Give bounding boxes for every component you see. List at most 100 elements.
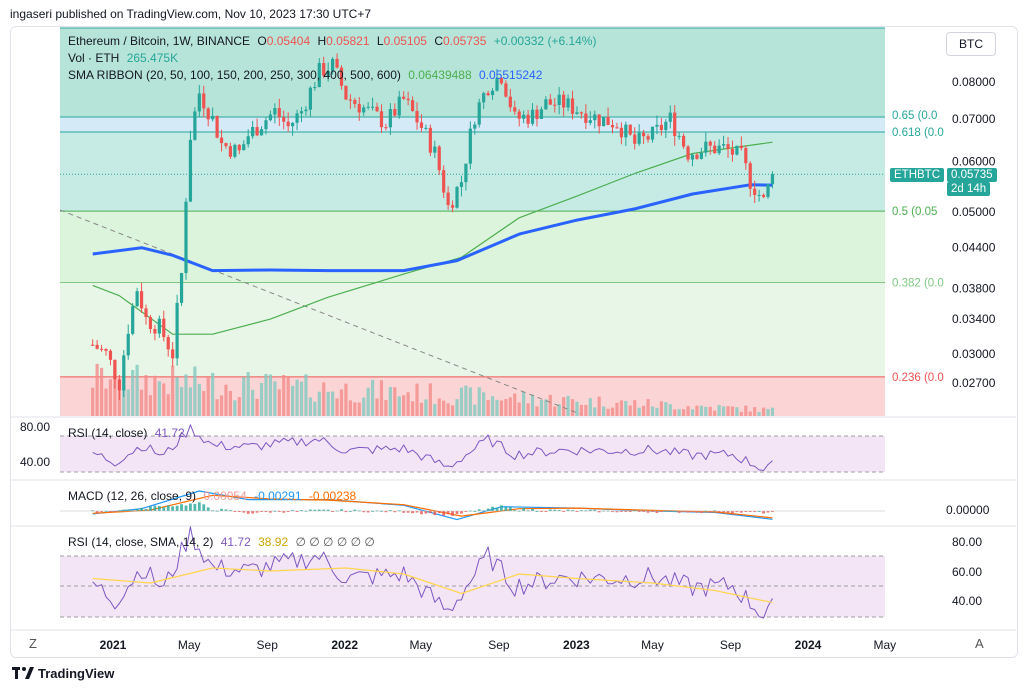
candle: [242, 144, 246, 151]
volume-bar: [633, 400, 637, 416]
sma-label[interactable]: SMA RIBBON (20, 50, 100, 150, 200, 250, …: [68, 68, 401, 82]
macd-histogram-bar: [580, 510, 583, 512]
volume-bar: [522, 391, 526, 416]
macd-histogram-bar: [109, 511, 112, 512]
candle: [593, 114, 597, 121]
volume-bar: [233, 400, 237, 416]
volume-bar: [313, 401, 317, 416]
price-tick: 0.08000: [952, 75, 996, 89]
macd-signal-value: -0.00238: [308, 489, 357, 503]
candle: [135, 291, 139, 307]
macd-histogram-bar: [362, 511, 366, 513]
macd-histogram-bar: [548, 509, 552, 511]
candle: [557, 94, 561, 105]
volume-bar: [761, 407, 766, 416]
volume-bar: [673, 409, 677, 416]
candle: [597, 114, 601, 127]
macd-histogram-bar: [184, 505, 188, 511]
candle: [468, 128, 472, 164]
macd-histogram-bar: [308, 509, 312, 511]
candle: [344, 85, 348, 100]
macd-histogram-bar: [615, 511, 619, 513]
symbol-title[interactable]: Ethereum / Bitcoin, 1W, BINANCE: [68, 34, 251, 48]
candle: [233, 144, 237, 157]
candle: [108, 350, 113, 360]
candle: [753, 188, 757, 196]
volume-label[interactable]: Vol · ETH: [68, 51, 120, 65]
volume-bar: [539, 399, 544, 416]
macd-label[interactable]: MACD (12, 26, close, 9): [68, 489, 197, 503]
candle: [526, 114, 530, 124]
candle: [522, 114, 526, 119]
volume-bar: [575, 401, 579, 416]
volume-bar: [717, 405, 721, 416]
macd-histogram-bar: [277, 511, 281, 512]
macd-histogram-bar: [535, 510, 539, 512]
volume-bar: [308, 397, 312, 416]
candle: [717, 145, 721, 154]
zoom-left-button[interactable]: Z: [29, 636, 37, 651]
volume-bar: [477, 387, 481, 416]
auto-scale-button[interactable]: A: [975, 636, 984, 651]
volume-bar: [197, 384, 201, 416]
macd-histogram-bar: [460, 511, 463, 514]
candle: [211, 115, 215, 120]
candle: [326, 71, 330, 76]
volume-bar: [748, 411, 752, 416]
candle: [588, 120, 592, 123]
macd-histogram-bar: [695, 511, 699, 513]
volume-bar: [139, 389, 144, 416]
volume-bar: [619, 400, 623, 416]
rsi-sma-label[interactable]: RSI (14, close, SMA, 14, 2): [68, 535, 214, 549]
candle: [495, 78, 499, 91]
candle: [393, 108, 397, 116]
macd-histogram-bar: [571, 510, 574, 512]
macd-histogram-bar: [762, 511, 765, 514]
macd-histogram-bar: [95, 511, 99, 513]
macd-histogram-bar: [340, 509, 343, 511]
volume-bar: [277, 389, 281, 416]
volume-bar: [108, 379, 113, 416]
macd-histogram-bar: [317, 509, 321, 511]
macd-histogram-bar: [171, 506, 175, 511]
candle: [353, 99, 357, 104]
macd-histogram-bar: [371, 510, 374, 512]
fib-zone: [60, 376, 885, 416]
candle: [228, 146, 233, 157]
volume-bar: [291, 385, 295, 416]
candle: [566, 98, 570, 108]
macd-histogram-bar: [691, 511, 694, 512]
sma-value-1: 0.06439488: [408, 68, 472, 82]
candle: [246, 136, 250, 145]
candle: [126, 333, 130, 356]
macd-histogram-bar: [344, 511, 348, 513]
macd-histogram-bar: [393, 511, 397, 513]
macd-histogram-bar: [637, 511, 641, 512]
volume-bar: [122, 387, 126, 416]
candle: [610, 125, 615, 128]
macd-histogram-bar: [699, 511, 703, 513]
volume-bar: [184, 374, 188, 416]
candle: [331, 58, 335, 72]
main-legend: Ethereum / Bitcoin, 1W, BINANCE O0.05404…: [68, 34, 600, 48]
volume-bar: [339, 389, 344, 416]
candle: [357, 103, 361, 113]
macd-histogram-bar: [220, 508, 223, 511]
macd-histogram-bar: [766, 511, 770, 513]
macd-histogram-bar: [651, 511, 654, 512]
volume-bar: [255, 398, 259, 416]
candle: [450, 205, 455, 208]
macd-histogram-bar: [260, 511, 263, 512]
macd-histogram-bar: [282, 511, 286, 513]
volume-bar: [353, 402, 357, 416]
candle: [362, 107, 366, 113]
macd-histogram-bar: [224, 509, 228, 511]
rsi-label[interactable]: RSI (14, close): [68, 426, 148, 440]
candle: [761, 194, 766, 197]
macd-histogram-bar: [157, 505, 161, 511]
candle: [499, 78, 504, 84]
volume-bar: [113, 361, 117, 416]
currency-button[interactable]: BTC: [946, 32, 996, 56]
volume-bar: [251, 389, 255, 416]
